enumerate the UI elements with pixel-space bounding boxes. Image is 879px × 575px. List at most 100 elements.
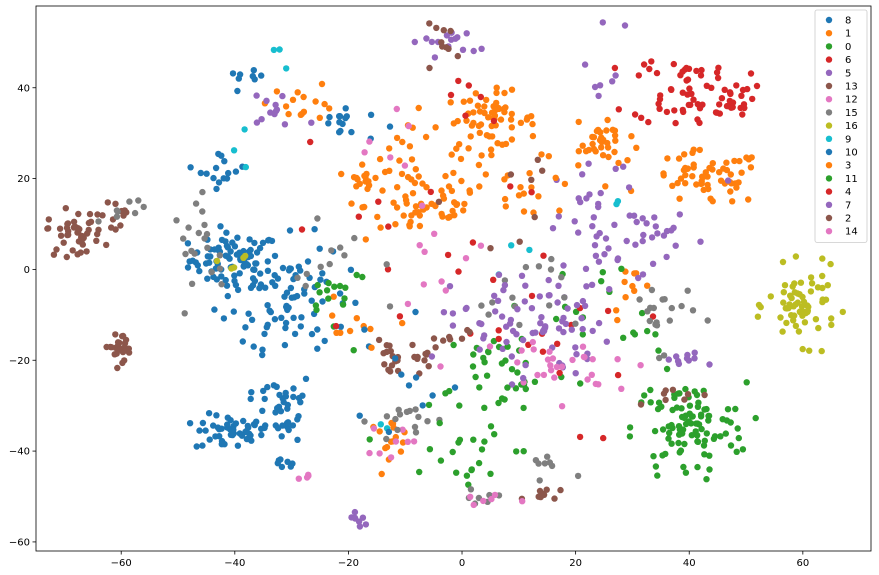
point-series-7 [495,271,503,278]
point-series-8 [210,273,217,281]
point-series-1 [481,103,488,110]
point-series-0 [483,372,491,379]
point-series-8 [247,395,254,403]
series-12 [295,202,625,482]
point-series-1 [709,160,716,167]
point-series-5 [449,310,457,317]
point-series-8 [224,292,231,300]
point-series-15 [541,460,549,467]
point-series-7 [639,215,646,222]
point-series-12 [518,347,525,354]
y-tick-label: 0 [24,265,30,276]
point-series-3 [461,200,468,208]
point-series-12 [529,338,536,346]
point-series-8 [282,389,289,397]
point-series-7 [635,274,642,282]
point-series-8 [274,460,281,467]
point-series-15 [182,250,189,258]
legend-label-14: 14 [845,227,858,238]
point-series-3 [415,209,422,216]
legend-label-6: 6 [845,55,851,66]
point-series-1 [440,195,448,202]
point-series-13 [45,216,52,223]
point-series-0 [416,468,423,476]
point-series-1 [368,344,375,351]
point-series-0 [638,309,646,317]
point-series-8 [274,425,282,432]
legend-marker-10 [825,148,833,156]
point-series-14 [614,356,621,363]
point-series-1 [450,120,457,127]
point-series-15 [192,200,200,207]
point-series-1 [399,439,407,446]
point-series-10 [232,281,240,289]
point-series-8 [285,267,293,274]
point-series-15 [656,354,663,362]
point-series-14 [569,356,576,364]
point-series-15 [199,208,206,215]
point-series-7 [625,184,633,191]
point-series-0 [717,433,724,440]
point-series-11 [697,411,705,418]
point-series-6 [726,89,734,96]
point-series-10 [251,277,259,285]
point-series-0 [654,405,662,413]
point-series-11 [520,448,527,455]
point-series-8 [218,152,225,159]
point-series-11 [698,425,705,433]
x-tick-label: −60 [111,558,132,569]
point-series-8 [253,418,260,425]
point-series-5 [573,351,580,358]
point-series-8 [336,113,343,120]
point-series-13 [426,20,433,27]
point-series-6 [611,64,619,72]
legend-label-13: 13 [845,82,858,93]
point-series-7 [590,214,597,221]
point-series-16 [799,345,806,353]
point-series-11 [688,432,695,439]
point-series-0 [665,435,672,442]
point-series-8 [213,412,220,419]
point-series-13 [44,225,51,232]
point-series-0 [475,459,483,467]
point-series-13 [108,344,115,351]
point-series-5 [503,323,510,330]
point-series-0 [671,394,678,401]
point-series-0 [437,457,445,464]
point-series-10 [242,324,249,331]
point-series-0 [498,395,506,402]
point-series-16 [792,322,800,330]
point-series-1 [621,278,628,286]
point-series-0 [490,337,498,345]
point-series-8 [342,114,349,122]
point-series-1 [379,187,386,194]
point-series-1 [394,184,401,191]
point-series-8 [215,179,223,186]
point-series-2 [464,326,471,334]
point-series-1 [412,203,420,210]
point-series-1 [682,171,689,179]
point-series-8 [269,279,276,286]
point-series-6 [684,76,692,83]
point-series-8 [214,246,221,253]
point-series-5 [591,242,599,249]
point-series-15 [412,406,419,413]
point-series-3 [457,155,465,163]
point-series-8 [253,260,260,267]
point-series-8 [186,420,194,427]
point-series-10 [412,308,419,316]
point-series-11 [513,448,520,455]
point-series-4 [694,116,701,123]
point-series-3 [460,207,467,214]
point-series-1 [406,143,414,150]
point-series-8 [204,253,211,260]
point-series-16 [791,280,798,287]
point-series-0 [752,414,759,422]
point-series-6 [656,96,664,103]
point-series-0 [732,405,739,413]
point-series-0 [342,284,349,291]
point-series-12 [579,343,587,350]
point-series-0 [641,392,648,399]
point-series-0 [682,385,689,393]
point-series-5 [431,54,439,61]
